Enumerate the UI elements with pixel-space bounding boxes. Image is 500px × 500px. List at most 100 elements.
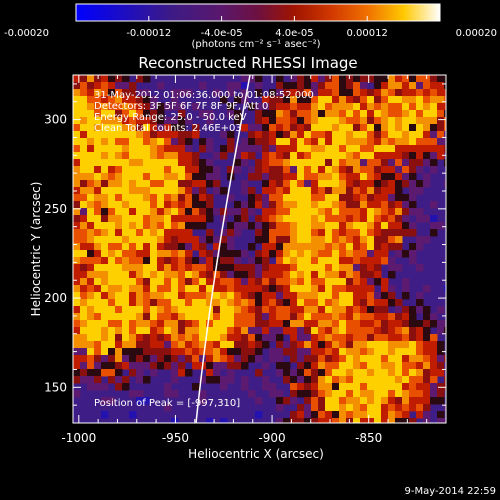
heatmap-cell: [73, 369, 81, 377]
heatmap-cell: [409, 327, 417, 335]
heatmap-cell: [269, 271, 277, 279]
heatmap-cell: [423, 138, 431, 146]
heatmap-cell: [241, 215, 249, 223]
heatmap-cell: [122, 201, 130, 209]
heatmap-cell: [94, 348, 102, 356]
heatmap-cell: [262, 243, 270, 251]
heatmap-cell: [388, 187, 396, 195]
heatmap-cell: [248, 334, 256, 342]
heatmap-cell: [339, 292, 347, 300]
heatmap-cell: [332, 418, 340, 423]
heatmap-cell: [318, 201, 326, 209]
heatmap-cell: [150, 362, 158, 370]
heatmap-cell: [430, 215, 438, 223]
heatmap-cell: [73, 103, 81, 111]
heatmap-cell: [192, 334, 200, 342]
heatmap-cell: [283, 369, 291, 377]
heatmap-cell: [304, 215, 312, 223]
heatmap-cell: [339, 411, 347, 419]
heatmap-cell: [437, 369, 445, 377]
heatmap-cell: [276, 103, 284, 111]
colorbar-tick-label: 0.00012: [347, 28, 388, 39]
heatmap-cell: [255, 173, 263, 181]
heatmap-cell: [367, 117, 375, 125]
heatmap-cell: [353, 306, 361, 314]
heatmap-cell: [332, 103, 340, 111]
heatmap-cell: [171, 173, 179, 181]
heatmap-cell: [304, 124, 312, 132]
colorbar-ticks: [75, 16, 441, 21]
heatmap-cell: [87, 320, 95, 328]
heatmap-cell: [164, 390, 172, 398]
heatmap-cell: [283, 124, 291, 132]
heatmap-cell: [178, 194, 186, 202]
heatmap-cell: [234, 110, 242, 118]
heatmap-cell: [80, 313, 88, 321]
heatmap-cell: [367, 159, 375, 167]
heatmap-cell: [360, 124, 368, 132]
heatmap-cell: [416, 341, 424, 349]
heatmap-cell: [227, 271, 235, 279]
heatmap-cell: [304, 173, 312, 181]
heatmap-cell: [255, 194, 263, 202]
heatmap-cell: [388, 362, 396, 370]
heatmap-cell: [304, 292, 312, 300]
heatmap-cell: [353, 243, 361, 251]
heatmap-cell: [276, 355, 284, 363]
heatmap-cell: [80, 215, 88, 223]
heatmap-cell: [290, 117, 298, 125]
heatmap-cell: [367, 131, 375, 139]
heatmap-cell: [255, 257, 263, 265]
heatmap-cell: [185, 334, 193, 342]
heatmap-cell: [220, 264, 228, 272]
y-tick-label: 250: [44, 202, 67, 216]
heatmap-cell: [129, 173, 137, 181]
heatmap-cell: [318, 257, 326, 265]
heatmap-cell: [402, 229, 410, 237]
heatmap-cell: [206, 418, 214, 423]
heatmap-cell: [290, 194, 298, 202]
heatmap-cell: [402, 208, 410, 216]
heatmap-cell: [143, 194, 151, 202]
heatmap-cell: [423, 327, 431, 335]
heatmap-cell: [409, 166, 417, 174]
heatmap-cell: [297, 229, 305, 237]
heatmap-cell: [437, 145, 445, 153]
heatmap-cell: [332, 117, 340, 125]
heatmap-cell: [416, 243, 424, 251]
heatmap-cell: [311, 334, 319, 342]
heatmap-cell: [297, 411, 305, 419]
heatmap-cell: [325, 180, 333, 188]
heatmap-cell: [430, 222, 438, 230]
heatmap-cell: [339, 152, 347, 160]
heatmap-cell: [157, 278, 165, 286]
heatmap-cell: [115, 208, 123, 216]
heatmap-cell: [283, 306, 291, 314]
heatmap-cell: [80, 257, 88, 265]
heatmap-cell: [416, 152, 424, 160]
heatmap-cell: [437, 138, 445, 146]
heatmap-cell: [409, 124, 417, 132]
heatmap-cell: [346, 180, 354, 188]
heatmap-cell: [129, 82, 137, 90]
heatmap-cell: [241, 355, 249, 363]
heatmap-cell: [241, 285, 249, 293]
heatmap-cell: [311, 180, 319, 188]
heatmap-cell: [381, 110, 389, 118]
heatmap-cell: [416, 215, 424, 223]
heatmap-cell: [388, 299, 396, 307]
heatmap-cell: [143, 96, 151, 104]
heatmap-cell: [339, 285, 347, 293]
heatmap-cell: [360, 152, 368, 160]
heatmap-cell: [325, 257, 333, 265]
heatmap-cell: [164, 285, 172, 293]
heatmap-cell: [297, 82, 305, 90]
heatmap-cell: [269, 264, 277, 272]
heatmap-cell: [262, 334, 270, 342]
heatmap-cell: [416, 369, 424, 377]
heatmap-cell: [255, 138, 263, 146]
heatmap-cell: [94, 201, 102, 209]
heatmap-cell: [94, 341, 102, 349]
heatmap-cell: [374, 327, 382, 335]
heatmap-cell: [367, 369, 375, 377]
